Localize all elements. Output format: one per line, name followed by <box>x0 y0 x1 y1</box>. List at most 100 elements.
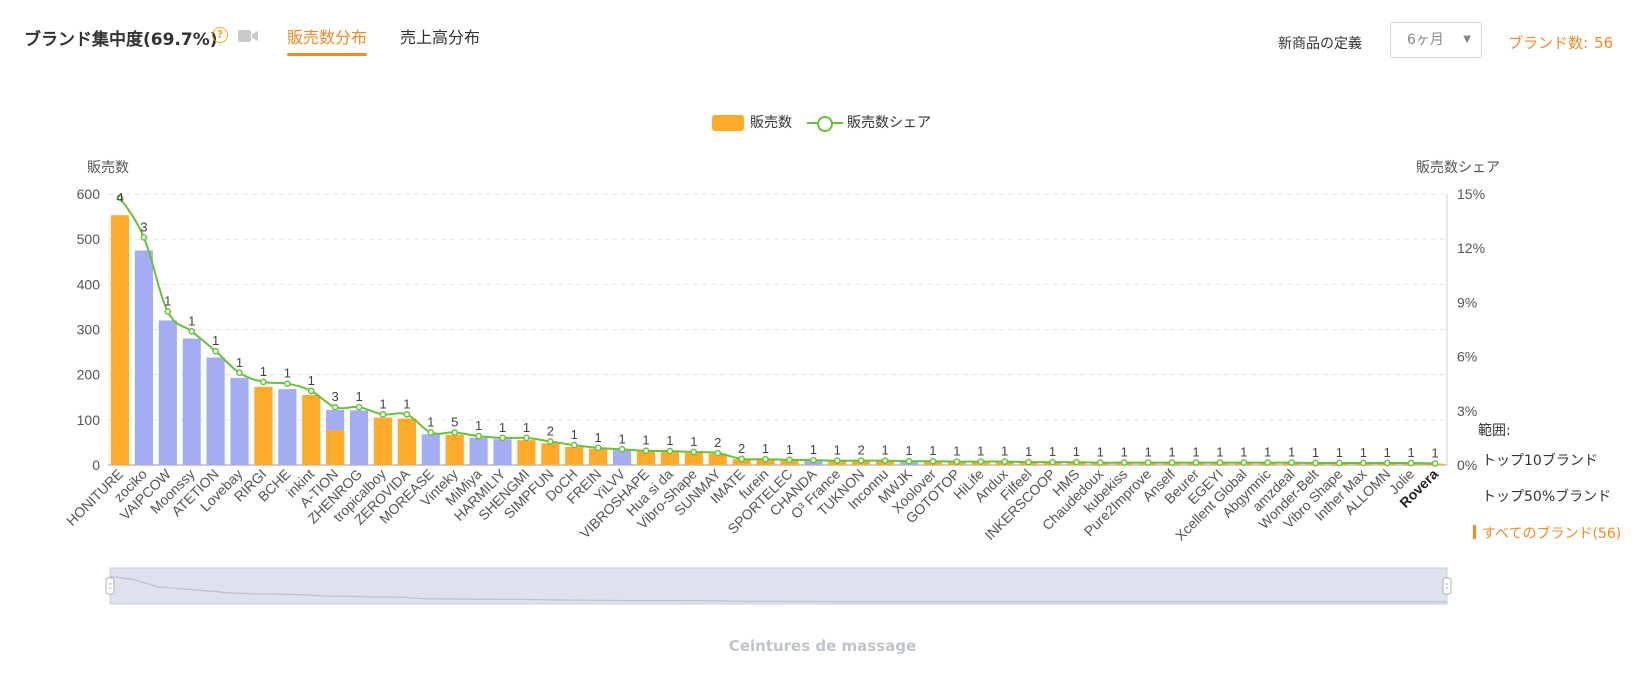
share-point[interactable] <box>1025 458 1032 466</box>
share-point[interactable] <box>379 411 387 418</box>
share-point[interactable] <box>857 457 865 465</box>
share-point[interactable] <box>1240 459 1248 467</box>
share-point[interactable] <box>1336 459 1343 467</box>
bar[interactable] <box>660 451 679 465</box>
share-point[interactable] <box>762 455 769 463</box>
bar[interactable] <box>469 437 488 465</box>
share-point[interactable] <box>1120 459 1128 467</box>
bar[interactable] <box>636 451 656 465</box>
bar[interactable] <box>326 409 345 431</box>
share-point[interactable] <box>140 234 148 241</box>
share-point[interactable] <box>523 434 530 442</box>
share-point[interactable] <box>690 448 698 456</box>
zoom-track[interactable] <box>109 567 1448 605</box>
share-point[interactable] <box>1288 459 1295 467</box>
share-point[interactable] <box>810 456 817 464</box>
share-point[interactable] <box>307 387 315 395</box>
share-point[interactable] <box>1144 459 1152 467</box>
share-point[interactable] <box>953 458 961 465</box>
bar[interactable] <box>565 446 584 465</box>
share-point[interactable] <box>786 456 793 464</box>
share-point[interactable] <box>355 403 363 411</box>
bar-segment[interactable] <box>326 430 345 465</box>
bar[interactable] <box>708 453 727 465</box>
bar[interactable] <box>349 410 369 465</box>
zoom-handle-right[interactable] <box>1442 577 1452 595</box>
bar[interactable] <box>612 450 632 465</box>
bar[interactable] <box>684 452 703 465</box>
bar[interactable] <box>589 448 608 465</box>
help-icon[interactable]: ? <box>212 27 228 43</box>
share-point[interactable] <box>331 403 339 411</box>
tab-sales-volume[interactable]: 販売数分布 <box>287 24 368 56</box>
share-point[interactable] <box>1168 459 1176 467</box>
bar[interactable] <box>493 439 512 465</box>
share-point[interactable] <box>570 441 578 449</box>
bar[interactable] <box>134 250 153 465</box>
data-zoom-slider[interactable] <box>105 567 1452 605</box>
share-point[interactable] <box>833 457 841 465</box>
bar[interactable] <box>230 377 249 465</box>
share-point[interactable] <box>546 438 554 445</box>
bar[interactable] <box>254 386 273 465</box>
share-point[interactable] <box>1073 458 1080 466</box>
share-point[interactable] <box>977 458 985 465</box>
zoom-handle-left[interactable] <box>105 577 115 595</box>
share-point[interactable] <box>594 444 602 452</box>
share-point[interactable] <box>164 308 172 315</box>
share-point[interactable] <box>475 432 482 440</box>
share-point[interactable] <box>451 429 459 436</box>
share-point[interactable] <box>188 327 196 335</box>
bar[interactable] <box>421 434 440 465</box>
bar[interactable] <box>445 434 464 465</box>
bar[interactable] <box>397 418 416 465</box>
share-point[interactable] <box>1216 459 1224 467</box>
bar[interactable] <box>182 338 201 465</box>
share-point[interactable] <box>1264 459 1272 467</box>
share-point[interactable] <box>618 445 626 453</box>
definition-select[interactable]: 6ヶ月 ▼ <box>1390 22 1482 58</box>
legend-item-share[interactable]: 販売数シェア <box>807 112 931 132</box>
share-point[interactable] <box>283 380 291 388</box>
range-top10[interactable]: トップ10ブランド <box>1482 453 1598 469</box>
share-point[interactable] <box>260 378 267 386</box>
share-point[interactable] <box>1383 459 1391 467</box>
share-point[interactable] <box>929 457 937 465</box>
share-point[interactable] <box>1312 459 1319 467</box>
share-line[interactable] <box>116 194 1439 467</box>
share-point[interactable] <box>1192 459 1200 467</box>
tab-revenue[interactable]: 売上高分布 <box>400 28 481 47</box>
share-point[interactable] <box>1096 459 1104 467</box>
bar[interactable] <box>373 417 393 465</box>
share-point[interactable] <box>1431 460 1439 467</box>
share-point[interactable] <box>1359 459 1367 467</box>
range-all[interactable]: すべてのブランド(56) <box>1472 523 1621 543</box>
bar[interactable] <box>110 215 130 465</box>
range-top50[interactable]: トップ50%ブランド <box>1482 489 1612 505</box>
share-point[interactable] <box>642 447 650 455</box>
bars[interactable] <box>110 215 1445 465</box>
share-point[interactable] <box>116 194 124 201</box>
legend-item-sales[interactable]: 販売数 <box>712 112 792 132</box>
bar[interactable] <box>158 320 177 465</box>
share-point[interactable] <box>403 411 411 418</box>
bar[interactable] <box>206 357 225 465</box>
data-label: 1 <box>403 396 410 411</box>
share-point[interactable] <box>212 347 219 355</box>
share-point[interactable] <box>427 429 435 436</box>
share-point[interactable] <box>236 369 243 377</box>
share-point[interactable] <box>905 457 913 465</box>
share-point[interactable] <box>666 447 674 455</box>
bar[interactable] <box>278 389 297 465</box>
bar[interactable] <box>517 440 536 465</box>
share-point[interactable] <box>714 449 722 457</box>
bar[interactable] <box>302 394 321 465</box>
share-point[interactable] <box>1049 458 1056 466</box>
share-point[interactable] <box>1407 459 1415 467</box>
share-point[interactable] <box>738 455 745 463</box>
bar[interactable] <box>541 443 560 465</box>
share-point[interactable] <box>881 457 889 465</box>
video-icon[interactable] <box>238 30 258 42</box>
share-point[interactable] <box>499 434 506 442</box>
share-point[interactable] <box>1001 458 1009 465</box>
